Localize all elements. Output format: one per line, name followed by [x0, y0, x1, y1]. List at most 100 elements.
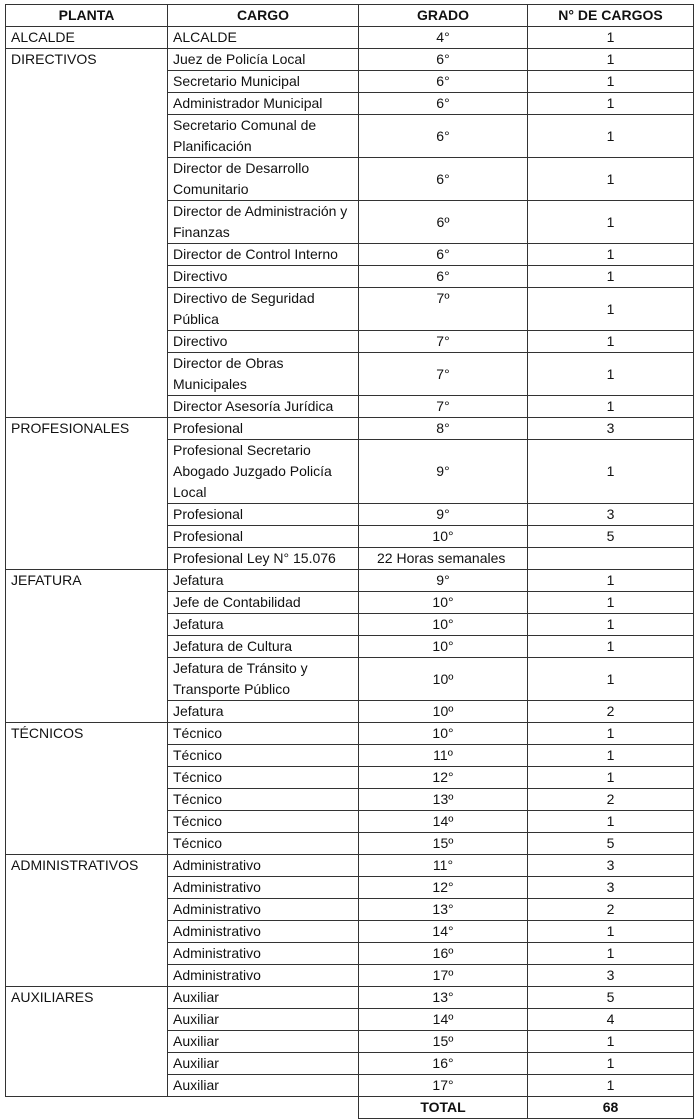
blank-cell — [168, 1097, 359, 1119]
table-row: Director Asesoría Jurídica 7° 1 — [6, 395, 694, 418]
cargo-cell: Jefe de Contabilidad — [167, 591, 359, 614]
grado-cell: 6° — [358, 114, 528, 158]
n-cargos-cell: 1 — [527, 613, 694, 636]
table-row: Director de Desarrollo Comunitario 6° 1 — [6, 157, 694, 201]
planta-cell: DIRECTIVOS — [5, 48, 168, 418]
grado-cell: 9° — [358, 569, 528, 592]
grado-cell: 10º — [358, 657, 528, 701]
table-row: Administrativo 12° 3 — [6, 876, 694, 899]
header-row: PLANTA CARGO GRADO N° DE CARGOS — [5, 4, 694, 27]
grado-cell: 11° — [358, 854, 528, 877]
grado-cell: 10° — [358, 613, 528, 636]
cargo-cell: Director de Administración y Finanzas — [167, 200, 359, 244]
n-cargos-cell: 5 — [527, 832, 694, 855]
grado-cell: 15º — [358, 1030, 528, 1053]
table-row: Jefatura de Tránsito y Transporte Públic… — [6, 657, 694, 701]
n-cargos-cell: 3 — [527, 876, 694, 899]
n-cargos-cell: 1 — [527, 330, 694, 353]
table-row: Director de Obras Municipales 7° 1 — [6, 352, 694, 396]
n-cargos-cell: 3 — [527, 503, 694, 526]
grado-cell: 12° — [358, 766, 528, 789]
table-row: AUXILIARES Auxiliar 13° 5 — [5, 986, 694, 1097]
planta-cell: JEFATURA — [5, 569, 168, 723]
total-label: TOTAL — [358, 1096, 528, 1119]
grado-cell: 6° — [358, 265, 528, 288]
total-value: 68 — [527, 1096, 694, 1119]
cargo-cell: Administrativo — [167, 964, 359, 987]
cargo-cell: Administrativo — [167, 920, 359, 943]
n-cargos-cell: 3 — [527, 964, 694, 987]
grado-cell: 6° — [358, 70, 528, 93]
n-cargos-cell: 2 — [527, 700, 694, 723]
cargo-cell: Técnico — [167, 788, 359, 811]
n-cargos-cell: 1 — [527, 265, 694, 288]
planta-cell: PROFESIONALES — [5, 417, 168, 570]
grado-cell: 16° — [358, 1052, 528, 1075]
cargo-cell: Jefatura — [167, 613, 359, 636]
table-row: Profesional 9° 3 — [6, 503, 694, 526]
n-cargos-cell: 1 — [527, 439, 694, 504]
n-cargos-cell: 3 — [527, 417, 694, 440]
grado-cell: 4° — [358, 26, 528, 49]
total-row: TOTAL 68 — [6, 1096, 694, 1119]
grado-cell: 12° — [358, 876, 528, 899]
n-cargos-cell: 1 — [527, 395, 694, 418]
n-cargos-cell: 1 — [527, 766, 694, 789]
n-cargos-cell: 1 — [527, 70, 694, 93]
cargo-cell: Directivo de Seguridad Pública — [167, 287, 359, 331]
table-row: Administrativo 16º 1 — [6, 942, 694, 965]
grado-cell: 9° — [358, 503, 528, 526]
table-row: Profesional Ley N° 15.076 22 Horas semana… — [6, 547, 694, 570]
grado-cell: 10° — [358, 525, 528, 548]
grado-cell: 6º — [358, 200, 528, 244]
cargo-cell: Profesional — [167, 503, 359, 526]
n-cargos-cell: 3 — [527, 854, 694, 877]
cargo-cell: ALCALDE — [167, 26, 359, 49]
grado-cell: 13° — [358, 898, 528, 921]
n-cargos-cell: 1 — [527, 114, 694, 158]
cargo-cell: Profesional Secretario Abogado Juzgado P… — [167, 439, 359, 504]
grado-cell: 7° — [358, 330, 528, 353]
table-row: Auxiliar 17° 1 — [6, 1074, 694, 1097]
table-row: Técnico 13º 2 — [6, 788, 694, 811]
table-row: Auxiliar 14º 4 — [6, 1008, 694, 1031]
cargo-cell: Jefatura — [167, 569, 359, 592]
n-cargos-cell: 1 — [527, 569, 694, 592]
n-cargos-cell: 1 — [527, 48, 694, 71]
n-cargos-cell: 5 — [527, 986, 694, 1009]
table-row: Director de Control Interno 6° 1 — [6, 243, 694, 266]
table-row: Técnico 12° 1 — [6, 766, 694, 789]
cargo-cell: Administrador Municipal — [167, 92, 359, 115]
table-body: ALCALDE ALCALDE 4° 1 DIRECTIVOS Juez de Polic… — [5, 26, 694, 1097]
grado-cell: 6° — [358, 157, 528, 201]
grado-cell: 7° — [358, 352, 528, 396]
n-cargos-cell: 1 — [527, 92, 694, 115]
cargo-cell: Director Asesoría Jurídica — [167, 395, 359, 418]
cargo-cell: Técnico — [167, 722, 359, 745]
table-row: Directivo 7° 1 — [6, 330, 694, 353]
header-n-cargos: N° DE CARGOS — [527, 4, 694, 27]
grado-cell: 13° — [358, 986, 528, 1009]
header-planta: PLANTA — [5, 4, 168, 27]
cargo-cell: Juez de Policía Local — [167, 48, 359, 71]
grado-cell: 14º — [358, 810, 528, 833]
cargo-cell: Administrativo — [167, 898, 359, 921]
planta-cell: TÉCNICOS — [5, 722, 168, 855]
grado-cell: 11º — [358, 744, 528, 767]
table-row: Directivo de Seguridad Pública 7º 1 — [6, 287, 694, 331]
cargo-cell: Auxiliar — [167, 1074, 359, 1097]
n-cargos-cell: 1 — [527, 287, 694, 331]
table-row: Jefe de Contabilidad 10° 1 — [6, 591, 694, 614]
grado-cell: 17º — [358, 964, 528, 987]
table-row: Profesional 10° 5 — [6, 525, 694, 548]
n-cargos-cell: 1 — [527, 942, 694, 965]
grado-cell: 10º — [358, 700, 528, 723]
n-cargos-cell: 1 — [527, 157, 694, 201]
n-cargos-cell: 1 — [527, 591, 694, 614]
grado-cell: 14º — [358, 1008, 528, 1031]
n-cargos-cell: 1 — [527, 26, 694, 49]
cargo-cell: Jefatura — [167, 700, 359, 723]
n-cargos-cell: 1 — [527, 744, 694, 767]
cargo-cell: Auxiliar — [167, 1008, 359, 1031]
n-cargos-cell: 1 — [527, 200, 694, 244]
